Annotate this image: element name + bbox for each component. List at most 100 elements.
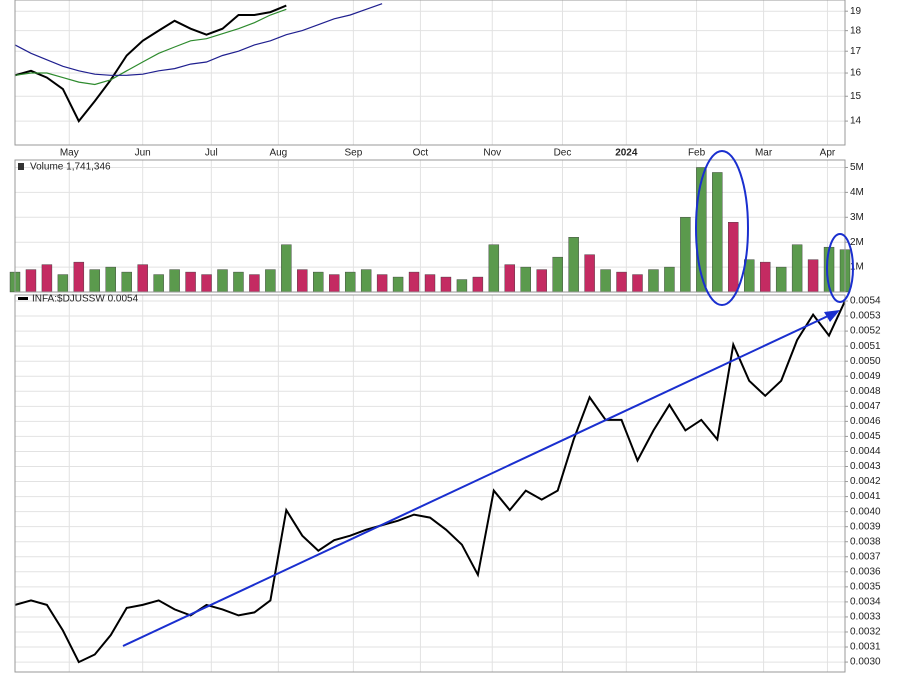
volume-bar — [424, 274, 436, 293]
volume-bar — [233, 271, 244, 293]
y-tick-label: 0.0037 — [850, 551, 881, 562]
x-tick-label: Jun — [135, 148, 151, 159]
y-tick-label: 0.0052 — [850, 326, 881, 337]
x-tick-label: May — [60, 148, 79, 159]
y-tick-label: 0.0033 — [850, 612, 881, 623]
volume-bar — [392, 276, 404, 293]
volume-bar — [329, 274, 340, 293]
y-tick-label: 0.0040 — [850, 506, 881, 517]
trend-line — [122, 315, 829, 647]
volume-title: Volume 1,741,346 — [30, 162, 111, 173]
y-tick-label: 2M — [850, 237, 864, 248]
volume-bar — [712, 172, 723, 293]
volume-bar — [201, 274, 212, 293]
volume-bar — [775, 266, 787, 293]
y-tick-label: 0.0034 — [850, 597, 881, 608]
line-series — [15, 300, 845, 664]
volume-bar — [728, 222, 739, 293]
y-tick-label: 0.0042 — [850, 476, 881, 487]
y-tick-label: 0.0049 — [850, 371, 881, 382]
volume-highlight — [695, 150, 749, 306]
volume-bar — [153, 274, 164, 293]
legend-swatch — [18, 297, 28, 300]
volume-bar — [472, 276, 484, 293]
volume-highlight — [826, 233, 854, 303]
volume-bar — [281, 244, 292, 293]
y-tick-label: 4M — [850, 187, 864, 198]
y-tick-label: 0.0043 — [850, 461, 881, 472]
y-tick-label: 3M — [850, 212, 864, 223]
volume-bar — [504, 264, 516, 293]
y-tick-label: 1M — [850, 262, 864, 273]
y-tick-label: 16 — [850, 68, 862, 79]
x-tick-label: Aug — [269, 148, 287, 159]
plot — [15, 300, 845, 664]
y-tick-label: 0.0035 — [850, 581, 881, 592]
volume-bar — [664, 266, 675, 293]
volume-bar — [185, 271, 196, 293]
volume-bar — [121, 271, 132, 293]
volume-bar — [105, 266, 116, 293]
volume-bar — [488, 244, 500, 293]
volume-bar — [600, 269, 611, 293]
y-tick-label: 19 — [850, 6, 862, 17]
volume-bar — [249, 274, 260, 293]
volume-bar — [616, 271, 627, 293]
x-tick-label: Sep — [344, 148, 362, 159]
volume-bar — [440, 276, 452, 293]
x-tick-label: Apr — [820, 148, 836, 159]
y-tick-label: 0.0051 — [850, 341, 881, 352]
x-tick-label: Nov — [483, 148, 501, 159]
y-tick-label: 0.0050 — [850, 356, 881, 367]
volume-bar — [137, 264, 148, 293]
y-tick-label: 0.0036 — [850, 566, 881, 577]
line-series — [15, 8, 287, 86]
y-tick-label: 0.0041 — [850, 491, 881, 502]
y-tick-label: 0.0031 — [850, 642, 881, 653]
volume-bar — [791, 244, 803, 293]
volume-bar — [584, 254, 595, 293]
volume-bar — [456, 279, 468, 293]
volume-bar — [57, 274, 69, 293]
volume-bar — [25, 269, 37, 293]
y-tick-label: 0.0047 — [850, 401, 881, 412]
volume-bar — [344, 271, 356, 293]
x-tick-label: 2024 — [615, 148, 638, 159]
volume-bar — [297, 269, 308, 293]
volume-bar — [89, 269, 101, 293]
price-panel — [14, 0, 846, 146]
y-tick-label: 5M — [850, 162, 864, 173]
volume-bar — [632, 274, 643, 293]
volume-bar — [680, 217, 691, 293]
y-tick-label: 14 — [850, 116, 862, 127]
volume-bar — [520, 266, 531, 293]
y-tick-label: 0.0054 — [850, 296, 881, 307]
y-tick-label: 17 — [850, 46, 862, 57]
line-series — [15, 3, 383, 76]
volume-bar — [807, 259, 819, 293]
x-tick-label: Mar — [755, 148, 773, 159]
x-tick-label: Jul — [205, 148, 218, 159]
plot — [15, 4, 478, 121]
y-tick-label: 0.0045 — [850, 431, 881, 442]
y-tick-label: 18 — [850, 25, 862, 36]
y-tick-label: 0.0053 — [850, 311, 881, 322]
volume-bar — [552, 256, 563, 293]
volume-bar — [360, 269, 372, 293]
legend-swatch — [18, 163, 24, 170]
volume-panel — [14, 159, 846, 293]
volume-bar — [376, 274, 388, 293]
y-tick-label: 0.0030 — [850, 657, 881, 668]
trend-arrowhead — [824, 310, 840, 322]
x-tick-label: Dec — [554, 148, 572, 159]
volume-bar — [217, 269, 228, 293]
volume-bar — [759, 261, 771, 293]
volume-bar — [41, 264, 53, 293]
volume-bar — [169, 269, 180, 293]
y-tick-label: 0.0038 — [850, 536, 881, 547]
volume-bar — [313, 271, 324, 293]
y-tick-label: 15 — [850, 91, 862, 102]
ratio-panel — [14, 294, 846, 673]
volume-bar — [536, 269, 547, 293]
